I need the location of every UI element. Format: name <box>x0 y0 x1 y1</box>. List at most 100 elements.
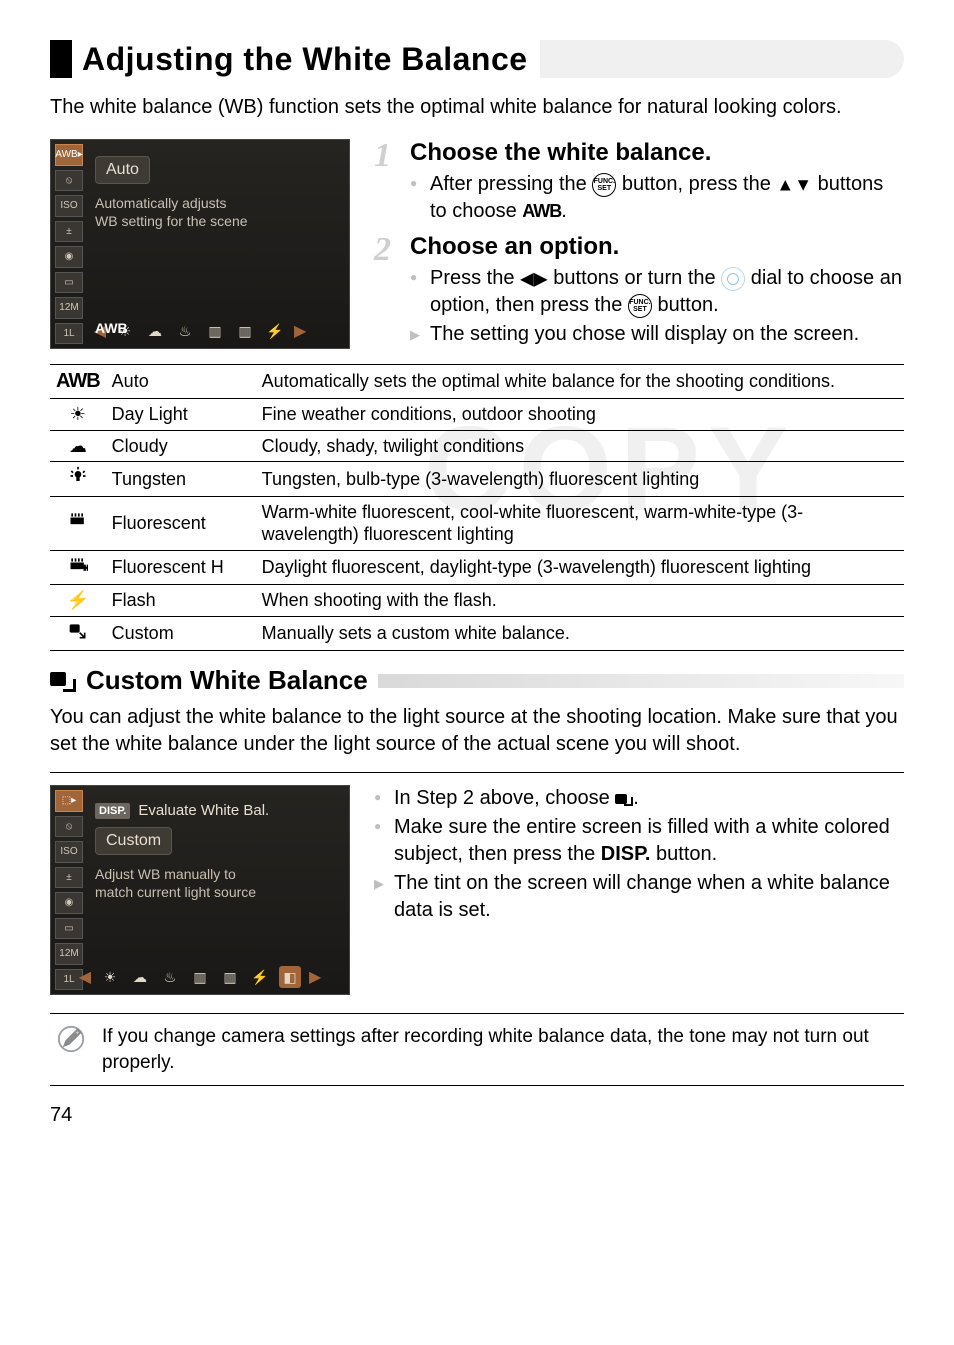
wb-row-4-icon <box>50 496 106 550</box>
wb-row-4-name: Fluorescent <box>106 496 256 550</box>
lcd1-b3: ♨ <box>174 320 196 342</box>
custom-wb-intro: You can adjust the white balance to the … <box>50 704 904 758</box>
step-1-number: 1 <box>374 139 400 227</box>
lcd2-disp-text: Evaluate White Bal. <box>138 802 269 819</box>
page-title-bar: Adjusting the White Balance <box>50 40 904 78</box>
page-title: Adjusting the White Balance <box>82 41 528 78</box>
wb-row-1-icon: ☀ <box>50 399 106 431</box>
lcd2-b1: ☀ <box>99 966 121 988</box>
wb-row-5: HFluorescent HDaylight fluorescent, dayl… <box>50 550 904 585</box>
lcd1-icon-5: ▭ <box>55 272 83 294</box>
wb-row-3-desc: Tungsten, bulb-type (3-wavelength) fluor… <box>256 462 904 497</box>
steps2-item-1: Make sure the entire screen is filled wi… <box>374 814 904 868</box>
step-2-number: 2 <box>374 233 400 350</box>
subheading-tail <box>378 674 904 688</box>
wb-row-0-desc: Automatically sets the optimal white bal… <box>256 365 904 399</box>
disp-label: DISP. <box>601 843 651 865</box>
wb-row-5-icon: H <box>50 550 106 585</box>
step-2-title: Choose an option. <box>410 233 904 261</box>
custom-wb-icon <box>50 670 76 692</box>
wb-row-2-desc: Cloudy, shady, twilight conditions <box>256 430 904 462</box>
wb-row-0-name: Auto <box>106 365 256 399</box>
lcd1-b5: ▥ <box>234 320 256 342</box>
wb-row-7-icon <box>50 616 106 651</box>
note-box: If you change camera settings after reco… <box>50 1013 904 1086</box>
lcd1-right-arrow: ▶ <box>294 321 306 341</box>
note-text: If you change camera settings after reco… <box>102 1024 898 1075</box>
lcd2-desc1: Adjust WB manually to <box>95 865 339 883</box>
custom-inline-icon <box>615 792 633 806</box>
wb-row-4-desc: Warm-white fluorescent, cool-white fluor… <box>256 496 904 550</box>
wb-row-1-desc: Fine weather conditions, outdoor shootin… <box>256 399 904 431</box>
lcd1-awb-tag: AWB <box>95 320 128 336</box>
wb-row-6-icon: ⚡ <box>50 585 106 617</box>
wb-row-3-icon <box>50 462 106 497</box>
lcd2-disp-badge: DISP. <box>95 803 130 819</box>
wb-row-5-desc: Daylight fluorescent, daylight-type (3-w… <box>256 550 904 585</box>
lcd1-mode-pill: Auto <box>95 156 150 184</box>
wb-row-7-desc: Manually sets a custom white balance. <box>256 616 904 651</box>
lcd1-icon-1: ⦸ <box>55 170 83 192</box>
lcd1-icon-4: ◉ <box>55 246 83 268</box>
steps2-item-2: The tint on the screen will change when … <box>374 870 904 924</box>
camera-lcd-1: AWB▸ ⦸ ISO ± ◉ ▭ 12M 1L Auto Automatical… <box>50 139 350 349</box>
lcd2-b3: ♨ <box>159 966 181 988</box>
lcd1-icon-6: 12M <box>55 297 83 319</box>
wb-row-6: ⚡FlashWhen shooting with the flash. <box>50 585 904 617</box>
wb-row-2-name: Cloudy <box>106 430 256 462</box>
wb-row-3: TungstenTungsten, bulb-type (3-wavelengt… <box>50 462 904 497</box>
lcd2-icon-2: ISO <box>55 841 83 863</box>
lcd2-b4: ▥ <box>189 966 211 988</box>
wb-row-1: ☀Day LightFine weather conditions, outdo… <box>50 399 904 431</box>
wb-row-6-desc: When shooting with the flash. <box>256 585 904 617</box>
lcd2-icon-5: ▭ <box>55 918 83 940</box>
lcd2-icon-4: ◉ <box>55 892 83 914</box>
dial-icon <box>721 267 745 291</box>
lcd1-b2: ☁ <box>144 320 166 342</box>
step-1-title: Choose the white balance. <box>410 139 904 167</box>
lcd1-icon-2: ISO <box>55 195 83 217</box>
up-down-arrow-icon: ▲▼ <box>776 175 812 195</box>
lcd1-icon-0: AWB▸ <box>55 144 83 166</box>
lcd2-b5: ▥ <box>219 966 241 988</box>
wb-row-4: FluorescentWarm-white fluorescent, cool-… <box>50 496 904 550</box>
wb-row-2-icon: ☁ <box>50 430 106 462</box>
title-tail <box>540 40 904 78</box>
subheading-title: Custom White Balance <box>86 665 368 696</box>
step-1: 1 Choose the white balance. After pressi… <box>374 139 904 227</box>
step-2-item-1: The setting you chose will display on th… <box>410 321 904 348</box>
lcd2-mode-pill: Custom <box>95 827 172 855</box>
step-1-item-0: After pressing the button, press the ▲▼ … <box>410 171 904 225</box>
step-2-item-0: Press the ◀▶ buttons or turn the dial to… <box>410 265 904 319</box>
title-bullet <box>50 40 72 78</box>
lcd1-desc1: Automatically adjusts <box>95 194 339 212</box>
func-set-icon <box>628 294 652 318</box>
separator <box>50 772 904 773</box>
wb-row-1-name: Day Light <box>106 399 256 431</box>
lcd2-icon-0: ⬚▸ <box>55 790 83 812</box>
lcd1-icon-3: ± <box>55 221 83 243</box>
lcd1-b4: ▥ <box>204 320 226 342</box>
lcd2-right-arrow: ▶ <box>309 967 321 987</box>
wb-row-0: AWBAutoAutomatically sets the optimal wh… <box>50 365 904 399</box>
awb-inline-icon: AWB <box>522 201 561 221</box>
wb-row-7: CustomManually sets a custom white balan… <box>50 616 904 651</box>
wb-row-7-name: Custom <box>106 616 256 651</box>
lcd2-desc2: match current light source <box>95 883 339 901</box>
wb-row-5-name: Fluorescent H <box>106 550 256 585</box>
lcd2-b7: ◧ <box>279 966 301 988</box>
wb-row-6-name: Flash <box>106 585 256 617</box>
wb-row-0-icon: AWB <box>50 365 106 399</box>
lcd1-desc2: WB setting for the scene <box>95 212 339 230</box>
intro-text: The white balance (WB) function sets the… <box>50 94 904 121</box>
steps2-item-0: In Step 2 above, choose . <box>374 785 904 812</box>
subheading-bar: Custom White Balance <box>50 665 904 696</box>
pencil-icon <box>56 1024 86 1062</box>
lcd2-left-arrow: ◀ <box>79 967 91 987</box>
left-right-arrow-icon: ◀▶ <box>520 269 548 289</box>
lcd2-icon-1: ⦸ <box>55 816 83 838</box>
lcd2-b6: ⚡ <box>249 966 271 988</box>
step-2: 2 Choose an option. Press the ◀▶ buttons… <box>374 233 904 350</box>
lcd2-b2: ☁ <box>129 966 151 988</box>
page-number: 74 <box>50 1104 904 1127</box>
